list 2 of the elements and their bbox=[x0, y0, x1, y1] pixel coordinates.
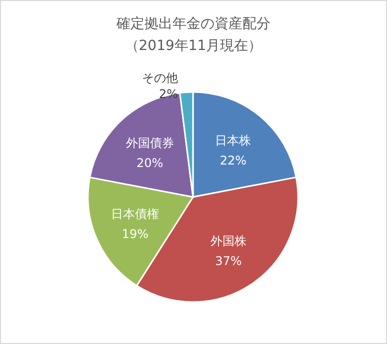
title: 確定拠出年金の資産配分 bbox=[116, 16, 270, 32]
subtitle: （2019年11月現在） bbox=[124, 38, 262, 54]
